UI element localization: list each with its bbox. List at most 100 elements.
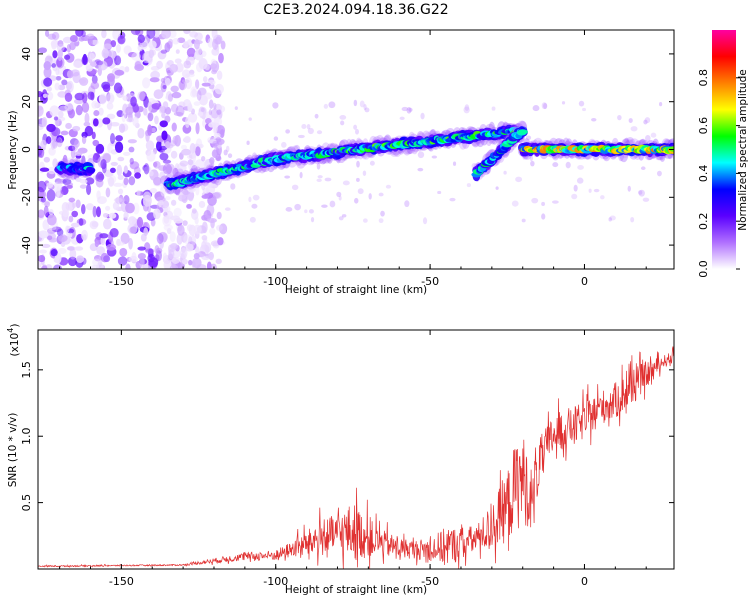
noise-blob <box>64 54 71 60</box>
noise-blob <box>115 196 125 205</box>
noise-blob <box>67 246 75 251</box>
noise-blob <box>191 208 197 214</box>
noise-blob <box>106 102 114 110</box>
faint-blob <box>316 130 323 135</box>
noise-blob <box>120 232 130 245</box>
faint-blob <box>273 136 279 141</box>
noise-blob <box>198 143 204 149</box>
noise-blob <box>85 177 95 185</box>
noise-blob <box>121 111 126 123</box>
faint-blob <box>622 138 629 144</box>
noise-blob <box>180 247 188 259</box>
noise-blob <box>38 123 44 131</box>
noise-blob <box>215 138 225 145</box>
faint-blob <box>627 185 631 192</box>
noise-blob <box>183 60 192 69</box>
noise-blob <box>186 203 192 209</box>
y-tick-label: 40 <box>20 47 33 61</box>
faint-blob <box>353 99 358 107</box>
noise-blob <box>96 60 104 66</box>
noise-blob <box>128 51 137 58</box>
noise-blob <box>57 49 64 58</box>
noise-blob <box>96 206 101 218</box>
noise-blob <box>145 248 155 254</box>
noise-blob <box>137 34 146 44</box>
noise-blob <box>192 150 197 163</box>
noise-blob <box>170 242 178 250</box>
faint-blob <box>356 160 360 168</box>
faint-blob <box>525 135 532 141</box>
noise-blob <box>43 205 49 217</box>
noise-blob <box>116 241 126 246</box>
noise-blob <box>76 255 85 264</box>
noise-blob <box>50 39 60 48</box>
faint-blob <box>529 154 534 162</box>
noise-blob <box>81 204 86 215</box>
noise-blob <box>183 234 192 245</box>
faint-blob <box>551 200 559 204</box>
noise-blob <box>119 247 128 257</box>
noise-blob <box>50 249 58 257</box>
noise-blob <box>52 158 58 168</box>
faint-blob <box>503 170 507 175</box>
noise-blob <box>41 117 48 127</box>
noise-blob <box>46 189 56 202</box>
noise-blob <box>123 195 130 205</box>
snr-y-scale-exponent: 4 <box>6 328 15 333</box>
noise-blob <box>64 92 73 103</box>
noise-blob <box>215 258 222 265</box>
noise-blob <box>148 40 157 49</box>
noise-blob <box>220 40 226 50</box>
noise-blob <box>55 56 65 69</box>
snr-y-scale-label: (x104) <box>6 324 21 357</box>
noise-blob <box>211 30 218 40</box>
noise-blob <box>92 139 100 147</box>
faint-blob <box>329 200 336 208</box>
faint-blob <box>532 105 540 112</box>
noise-blob <box>39 249 47 254</box>
faint-blob <box>234 106 238 111</box>
noise-blob <box>65 122 72 130</box>
noise-blob <box>158 200 164 206</box>
noise-blob <box>207 139 218 144</box>
faint-blob <box>225 145 230 153</box>
noise-blob <box>162 101 169 109</box>
noise-blob <box>43 156 50 163</box>
x-tick-label: -50 <box>421 275 439 288</box>
faint-blob <box>511 200 519 207</box>
noise-blob <box>130 96 137 107</box>
noise-blob <box>182 220 188 226</box>
faint-blob <box>552 162 559 168</box>
noise-blob <box>107 73 116 82</box>
noise-blob <box>219 223 228 235</box>
noise-blob <box>62 209 70 218</box>
noise-blob <box>161 130 168 141</box>
noise-blob <box>193 224 202 235</box>
noise-blob <box>99 233 109 239</box>
noise-blob <box>207 217 217 224</box>
noise-blob <box>101 30 107 39</box>
faint-blob <box>385 184 392 189</box>
noise-blob <box>211 48 220 56</box>
snr-series-line <box>38 346 674 569</box>
faint-blob <box>521 218 526 223</box>
noise-blob <box>173 111 184 117</box>
noise-blob <box>165 195 171 201</box>
noise-blob <box>106 243 116 251</box>
snr-x-ticks: -150 -100 -50 0 <box>59 330 647 588</box>
faint-blob <box>638 189 645 197</box>
noise-blob <box>170 85 179 93</box>
noise-blob <box>102 117 111 125</box>
faint-blob <box>449 197 456 202</box>
noise-blob <box>211 149 219 158</box>
y-tick-label: 1.5 <box>20 361 33 379</box>
noise-blob <box>160 81 167 93</box>
noise-blob <box>130 30 141 36</box>
faint-blob <box>645 134 651 142</box>
faint-blob <box>541 102 548 110</box>
noise-blob <box>79 77 89 86</box>
noise-blob <box>42 93 48 99</box>
faint-blob <box>561 101 566 105</box>
noise-blob <box>91 221 99 228</box>
faint-blob <box>356 177 360 182</box>
